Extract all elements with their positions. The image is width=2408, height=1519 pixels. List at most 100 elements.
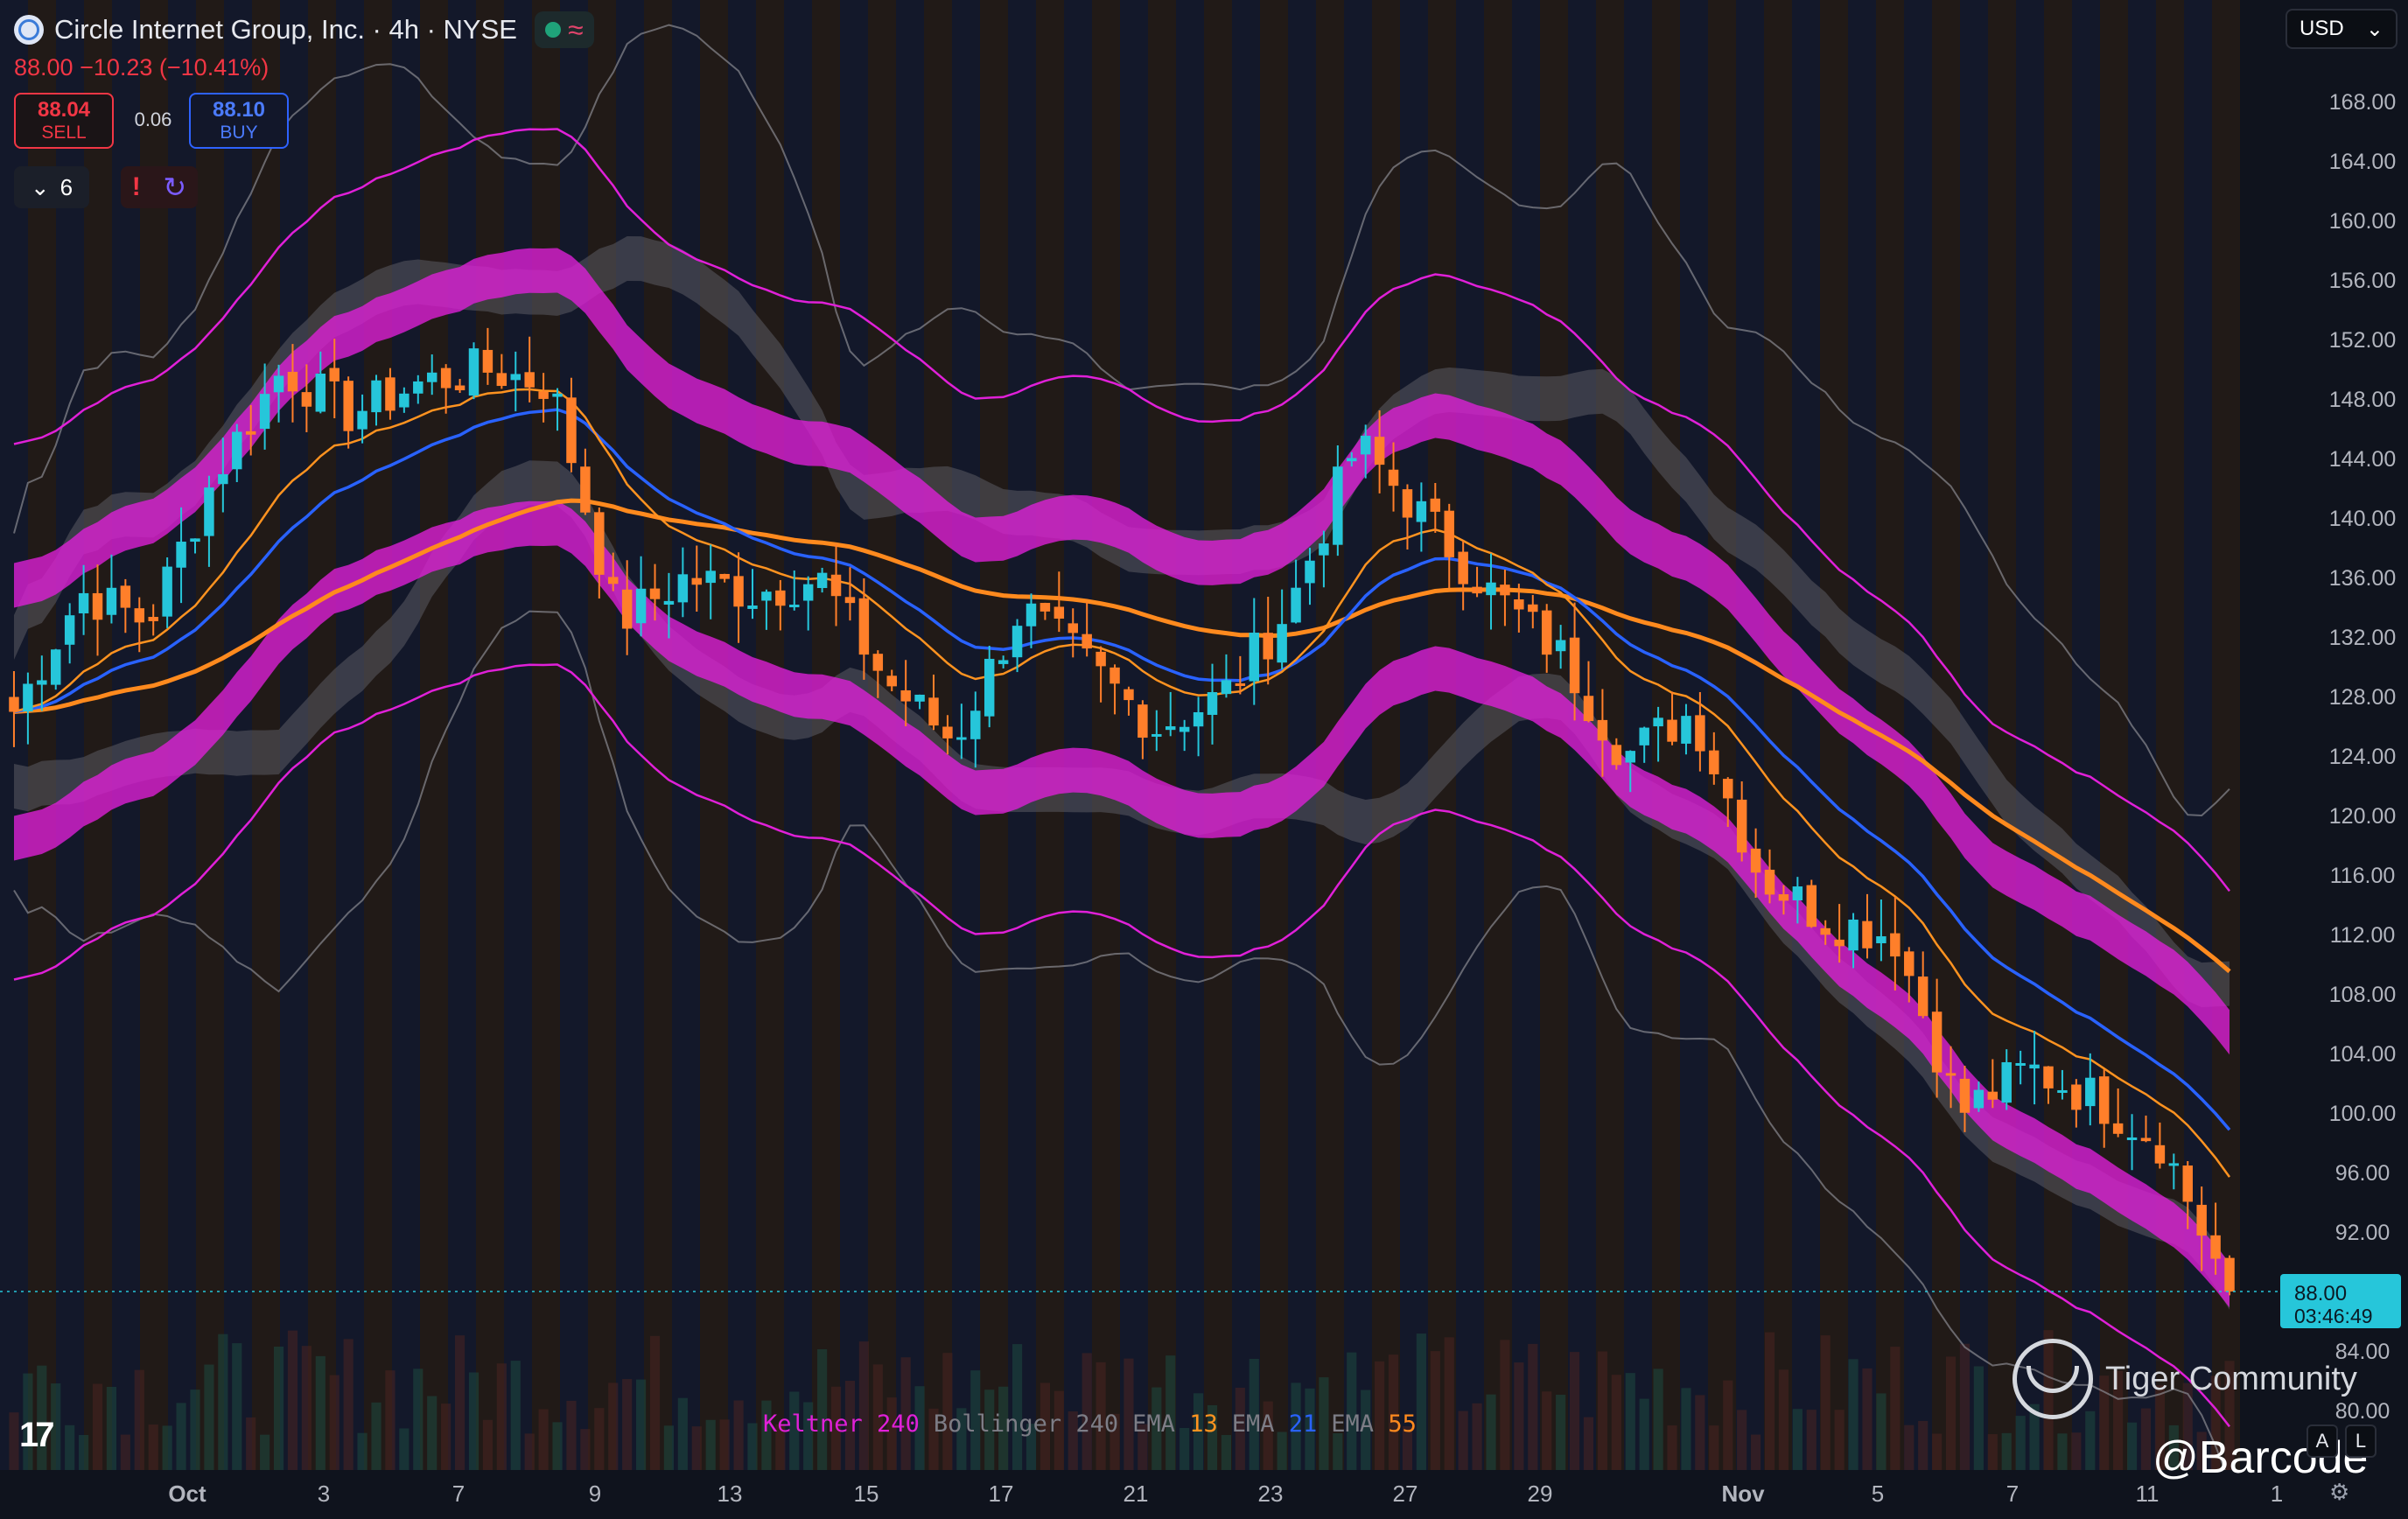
candle-body (844, 597, 856, 604)
price-tick-label: 136.00 (2329, 566, 2396, 591)
time-tick-label: Nov (1721, 1480, 1765, 1507)
log-scale-button[interactable]: L (2345, 1424, 2376, 1458)
candle (176, 507, 186, 604)
candle-body (872, 654, 884, 671)
time-tick-label: 15 (854, 1480, 879, 1507)
legend-item[interactable]: Bollinger 240 (934, 1410, 1118, 1438)
candle (1639, 726, 1649, 763)
candle (2001, 1049, 2012, 1110)
candle-body (496, 373, 508, 387)
legend-param: 55 (1374, 1410, 1417, 1438)
legend-param: 240 (1061, 1410, 1119, 1438)
gear-icon[interactable]: ⚙ (2329, 1479, 2350, 1505)
candle-body (2182, 1166, 2193, 1202)
candle (677, 547, 689, 618)
candle (1611, 738, 1622, 770)
buy-button[interactable]: 88.10 BUY (189, 93, 289, 149)
buy-price: 88.10 (212, 98, 266, 122)
candle (1166, 691, 1176, 737)
candle (1917, 951, 1928, 1018)
candle-body (1040, 603, 1051, 612)
sell-button[interactable]: 88.04 SELL (14, 93, 114, 149)
price-tick-label: 156.00 (2329, 269, 2396, 293)
candle (2085, 1053, 2096, 1126)
candle-body (2029, 1064, 2040, 1069)
chevron-down-icon: ⌄ (2365, 17, 2384, 41)
legend-item[interactable]: EMA 21 (1232, 1410, 1318, 1438)
candle-body (1486, 582, 1496, 596)
candle-body (1347, 458, 1357, 462)
candle-body (259, 394, 270, 430)
candle (190, 538, 200, 554)
candle-body (1152, 733, 1162, 737)
candle-body (1193, 711, 1204, 727)
legend-item[interactable]: Keltner 240 (763, 1410, 920, 1438)
auto-scale-button[interactable]: A (2306, 1424, 2338, 1458)
market-status[interactable]: ≈ (534, 11, 594, 48)
ema-55-line (13, 498, 2231, 974)
candle-body (956, 737, 967, 740)
legend-item[interactable]: EMA 13 (1132, 1410, 1218, 1438)
candle-body (482, 349, 494, 373)
candle-body (2154, 1144, 2166, 1164)
currency-select[interactable]: USD ⌄ (2286, 9, 2398, 49)
candle-body (1402, 489, 1413, 518)
candle (663, 572, 675, 639)
candle-body (162, 566, 172, 617)
candle-body (1319, 543, 1329, 556)
candle-body (120, 585, 131, 608)
price-tick-label: 160.00 (2329, 209, 2396, 234)
currency-value: USD (2300, 17, 2344, 40)
candle-body (984, 658, 995, 717)
symbol-header[interactable]: Circle Internet Group, Inc. · 4h · NYSE … (14, 11, 594, 48)
candle-body (2112, 1123, 2124, 1134)
candle-body (621, 589, 633, 629)
indicator-legend: Keltner 240 Bollinger 240 EMA 13 EMA 21 EMA … (763, 1410, 1417, 1438)
watermark: Tiger Community (2012, 1339, 2357, 1419)
candle (1681, 704, 1691, 755)
refresh-icon[interactable]: ↻ (163, 172, 187, 203)
candle-body (816, 572, 828, 589)
candle (1277, 589, 1287, 670)
candle (608, 552, 619, 592)
candle (761, 589, 772, 630)
tradingview-logo-icon[interactable]: 17 (19, 1416, 54, 1454)
warning-icon[interactable]: ! (131, 172, 141, 201)
indicator-count: 6 (60, 173, 74, 200)
price-tick-label: 80.00 (2335, 1399, 2390, 1424)
candle (1360, 424, 1371, 479)
candle-body (106, 587, 117, 615)
candle-body (1931, 1012, 1942, 1073)
candle-body (566, 397, 577, 464)
candle-body (1374, 437, 1385, 466)
candle-body (1764, 869, 1775, 895)
candle-body (789, 605, 800, 608)
candle (1472, 566, 1482, 598)
candle (1374, 410, 1385, 494)
candle-body (970, 710, 981, 739)
legend-item[interactable]: EMA 55 (1331, 1410, 1417, 1438)
candle (1430, 483, 1441, 533)
candle (1152, 710, 1162, 752)
candle-body (2015, 1062, 2026, 1066)
candle (1207, 663, 1218, 745)
candle-body (1166, 726, 1176, 731)
candle-body (914, 694, 925, 702)
candle (566, 377, 577, 472)
volume-bars (9, 1330, 2235, 1470)
candle-body (2196, 1204, 2207, 1236)
candle-body (468, 348, 480, 396)
indicators-toggle[interactable]: ⌄ 6 (14, 166, 89, 208)
candle (232, 424, 242, 482)
candle (1138, 700, 1148, 760)
alerts-group[interactable]: ! ↻ (121, 166, 198, 208)
candle (385, 368, 396, 420)
candle-body (649, 588, 661, 599)
candle (1834, 904, 1844, 963)
candle-body (1012, 626, 1023, 658)
bollinger-outer-upper (13, 24, 2230, 817)
candle-body (1778, 893, 1789, 901)
candle-body (1026, 603, 1037, 626)
